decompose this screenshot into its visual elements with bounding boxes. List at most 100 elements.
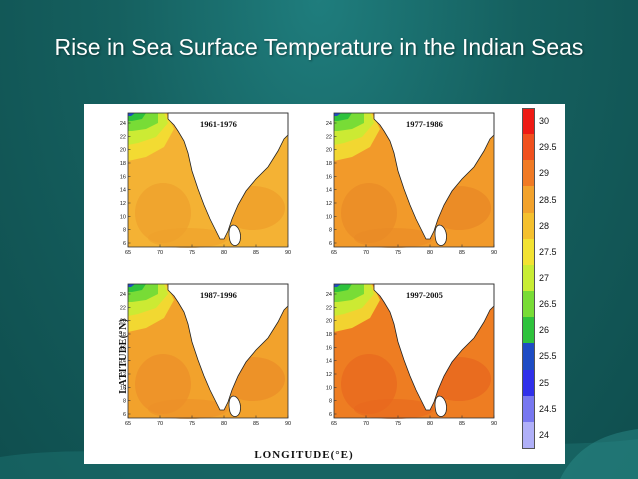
colorbar-swatch — [522, 317, 534, 344]
colorbar-label: 24 — [539, 429, 550, 440]
lat-tick-label: 16 — [120, 345, 126, 351]
lat-tick-label: 24 — [326, 292, 332, 298]
lat-tick-label: 8 — [123, 399, 126, 405]
colorbar-frame — [522, 108, 535, 449]
lat-tick-label: 8 — [329, 399, 332, 405]
lon-tick-label: 80 — [427, 250, 433, 256]
lat-tick-label: 14 — [120, 188, 126, 194]
land-mass — [167, 112, 289, 240]
lat-tick-label: 10 — [326, 214, 332, 220]
lat-tick-label: 22 — [120, 134, 126, 140]
colorbar-label: 25 — [539, 377, 550, 388]
lon-tick-label: 65 — [331, 250, 337, 256]
lat-tick-label: 10 — [120, 214, 126, 220]
lon-tick-label: 90 — [285, 421, 291, 427]
lat-tick-label: 20 — [120, 148, 126, 154]
lat-tick-label: 12 — [120, 201, 126, 207]
lon-tick-label: 70 — [157, 421, 163, 427]
colorbar-swatch — [522, 186, 534, 214]
colorbar-label: 27.5 — [539, 246, 557, 257]
lat-tick-label: 16 — [326, 345, 332, 351]
period-label: 1997-2005 — [406, 290, 443, 300]
lat-tick-label: 16 — [326, 174, 332, 180]
colorbar-swatch — [522, 291, 534, 318]
lat-tick-label: 14 — [326, 188, 332, 194]
lat-tick-label: 24 — [120, 121, 126, 127]
map-panel-4: 24 22 20 18 16 14 12 10 8 6 65 70 75 80 85 90 1997-2005 — [318, 278, 500, 434]
colorbar-label: 26.5 — [539, 299, 557, 310]
colorbar-label: 25.5 — [539, 351, 557, 362]
lon-tick-label: 65 — [331, 421, 337, 427]
sst-figure: LATITUDE(°N) 24 22 20 18 16 14 12 10 8 6 65 70 75 80 8… — [84, 104, 565, 464]
colorbar-label: 28.5 — [539, 194, 557, 205]
lat-tick-label: 6 — [329, 412, 332, 418]
lat-tick-label: 18 — [120, 332, 126, 338]
lon-tick-label: 90 — [285, 250, 291, 256]
lon-tick-label: 80 — [427, 421, 433, 427]
lat-tick-label: 20 — [326, 319, 332, 325]
lat-tick-label: 8 — [123, 228, 126, 234]
lat-tick-label: 12 — [120, 372, 126, 378]
lon-tick-label: 75 — [395, 421, 401, 427]
colorbar-label: 26 — [539, 325, 550, 336]
colorbar-label: 24.5 — [539, 403, 557, 414]
colorbar-swatch — [522, 264, 534, 292]
x-axis-label: LONGITUDE(°E) — [254, 449, 354, 461]
lat-tick-label: 14 — [326, 359, 332, 365]
colorbar-legend: 30 29.5 29 28.5 28 27.5 27 26.5 26 25.5 25 24.5 24 — [522, 108, 562, 449]
colorbar-label: 28 — [539, 220, 550, 231]
map-panel-1: 24 22 20 18 16 14 12 10 8 6 65 70 75 80 85 90 1961-1976 — [112, 107, 294, 263]
lon-tick-label: 65 — [125, 421, 131, 427]
lat-tick-label: 24 — [326, 121, 332, 127]
lat-tick-label: 20 — [326, 148, 332, 154]
colorbar-swatch — [522, 343, 534, 371]
lon-tick-label: 90 — [491, 250, 497, 256]
lon-tick-label: 70 — [363, 421, 369, 427]
lat-tick-label: 22 — [326, 305, 332, 311]
sst-map-svg: 24 22 20 18 16 14 12 10 8 6 65 70 75 80 85 90 1987-1996 — [120, 283, 291, 427]
sri-lanka-land — [228, 395, 241, 417]
colorbar-swatch — [522, 134, 534, 161]
lat-tick-label: 18 — [326, 332, 332, 338]
lon-tick-label: 90 — [491, 421, 497, 427]
sri-lanka-land — [434, 395, 447, 417]
lon-tick-label: 70 — [363, 250, 369, 256]
lon-tick-label: 85 — [459, 421, 465, 427]
sri-lanka-land — [228, 224, 241, 246]
lon-tick-label: 85 — [253, 421, 259, 427]
colorbar-swatch — [522, 395, 534, 423]
period-label: 1987-1996 — [200, 290, 237, 300]
map-panel-2: 24 22 20 18 16 14 12 10 8 6 65 70 75 80 85 90 1977-1986 — [318, 107, 500, 263]
colorbar-swatch — [522, 108, 534, 135]
colorbar-swatch — [522, 369, 534, 397]
lat-tick-label: 6 — [329, 241, 332, 247]
lon-tick-label: 80 — [221, 250, 227, 256]
lat-tick-label: 22 — [120, 305, 126, 311]
lon-tick-label: 75 — [189, 250, 195, 256]
lat-tick-label: 24 — [120, 292, 126, 298]
colorbar-label: 27 — [539, 273, 550, 283]
land-mass — [373, 283, 495, 411]
lat-tick-label: 10 — [120, 385, 126, 391]
lon-tick-label: 75 — [189, 421, 195, 427]
lat-tick-label: 12 — [326, 201, 332, 207]
land-mass — [167, 283, 289, 411]
lon-tick-label: 80 — [221, 421, 227, 427]
lat-tick-label: 6 — [123, 412, 126, 418]
lat-tick-label: 16 — [120, 174, 126, 180]
sri-lanka-land — [434, 224, 447, 246]
colorbar-swatch — [522, 212, 534, 240]
lon-tick-label: 85 — [253, 250, 259, 256]
lat-tick-label: 20 — [120, 319, 126, 325]
lat-tick-label: 8 — [329, 228, 332, 234]
colorbar-swatch — [522, 421, 534, 449]
colorbar-label: 29 — [539, 168, 550, 179]
lat-tick-label: 12 — [326, 372, 332, 378]
lat-tick-label: 22 — [326, 134, 332, 140]
lon-tick-label: 85 — [459, 250, 465, 256]
colorbar-label: 29.5 — [539, 142, 557, 153]
slide-title: Rise in Sea Surface Temperature in the I… — [54, 34, 584, 60]
sst-map-svg: 24 22 20 18 16 14 12 10 8 6 65 70 75 80 85 90 1977-1986 — [326, 112, 497, 256]
lat-tick-label: 14 — [120, 359, 126, 365]
sst-map-svg: 24 22 20 18 16 14 12 10 8 6 65 70 75 80 85 90 1961-1976 — [120, 112, 291, 256]
